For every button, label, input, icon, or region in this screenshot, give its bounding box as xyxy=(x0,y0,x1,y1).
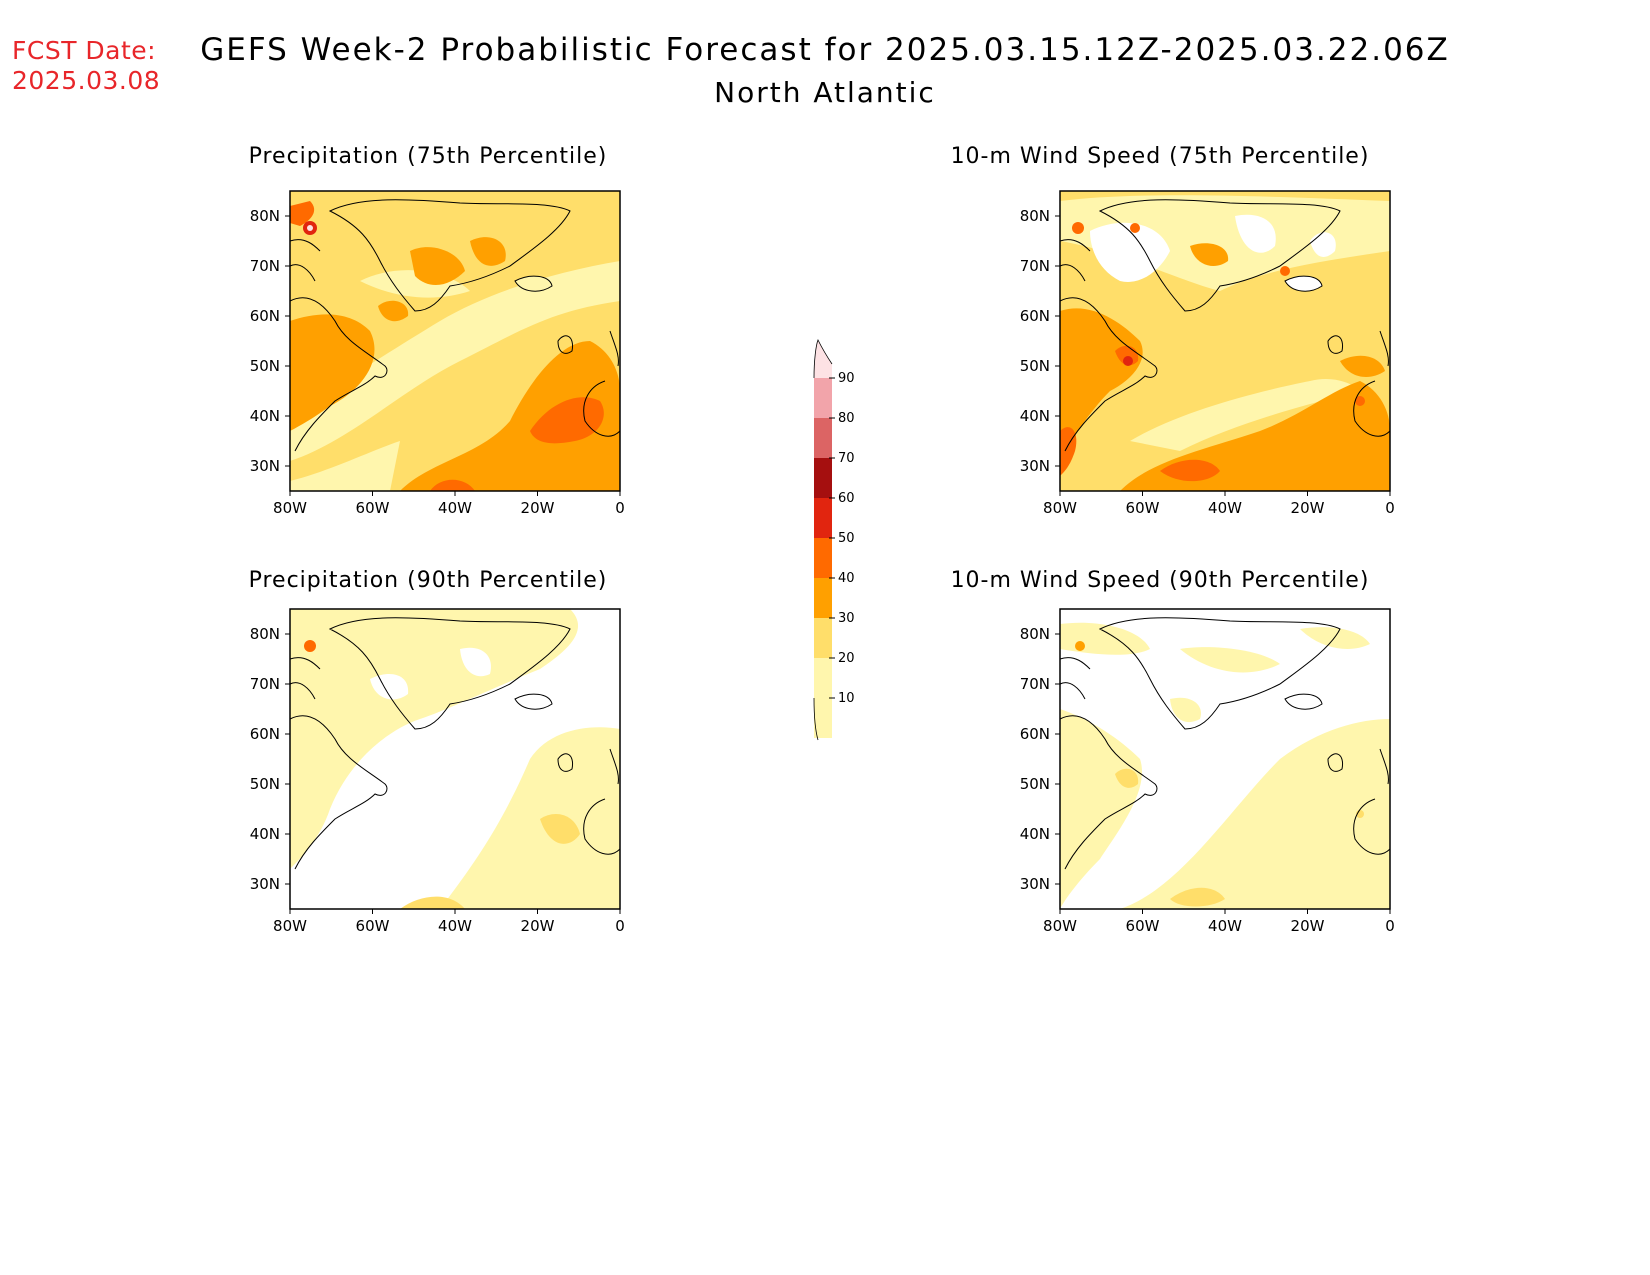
lon-tick-label: 80W xyxy=(1043,499,1077,517)
colorbar-label: 30 xyxy=(838,611,855,626)
lon-tick-label: 40W xyxy=(438,499,472,517)
map-wind75 xyxy=(1059,190,1391,492)
lon-tick-label: 20W xyxy=(1291,499,1325,517)
panel-title-wind75: 10-m Wind Speed (75th Percentile) xyxy=(950,144,1370,169)
map-precip90 xyxy=(289,608,621,910)
lat-tick-label: 40N xyxy=(1020,825,1050,843)
colorbar-segment xyxy=(814,378,832,418)
colorbar-top-cap xyxy=(813,339,833,379)
colorbar-label: 10 xyxy=(838,691,855,706)
forecast-date-label: FCST Date: xyxy=(12,36,157,65)
page-subtitle: North Atlantic xyxy=(714,76,936,109)
forecast-date-block: FCST Date: 2025.03.08 xyxy=(12,36,160,96)
lon-tick-label: 20W xyxy=(1291,917,1325,935)
colorbar-label: 60 xyxy=(838,491,855,506)
lon-tick-label: 0 xyxy=(1385,917,1395,935)
colorbar-label: 40 xyxy=(838,571,855,586)
lat-tick-label: 70N xyxy=(1020,675,1050,693)
colorbar-label: 90 xyxy=(838,371,855,386)
lat-tick-label: 50N xyxy=(250,357,280,375)
lat-tick-label: 60N xyxy=(250,307,280,325)
lat-tick-label: 30N xyxy=(1020,875,1050,893)
lon-tick-label: 0 xyxy=(1385,499,1395,517)
lon-tick-label: 80W xyxy=(1043,917,1077,935)
colorbar-label: 20 xyxy=(838,651,855,666)
colorbar-segment xyxy=(814,618,832,658)
lat-tick-label: 60N xyxy=(1020,725,1050,743)
colorbar-label: 50 xyxy=(838,531,855,546)
lon-tick-label: 0 xyxy=(615,917,625,935)
colorbar-label: 80 xyxy=(838,411,855,426)
lat-tick-label: 60N xyxy=(1020,307,1050,325)
lat-tick-label: 70N xyxy=(250,675,280,693)
lat-tick-label: 40N xyxy=(1020,407,1050,425)
map-wind90 xyxy=(1059,608,1391,910)
colorbar-bottom-cap xyxy=(813,697,819,741)
lon-tick-label: 20W xyxy=(521,917,555,935)
lon-tick-label: 80W xyxy=(273,499,307,517)
lat-tick-label: 40N xyxy=(250,407,280,425)
lat-tick-label: 50N xyxy=(1020,357,1050,375)
forecast-date-value: 2025.03.08 xyxy=(12,66,161,95)
colorbar-label: 70 xyxy=(838,451,855,466)
lon-tick-label: 0 xyxy=(615,499,625,517)
lat-tick-label: 80N xyxy=(1020,207,1050,225)
lon-tick-label: 60W xyxy=(1126,917,1160,935)
colorbar: 90 80 70 60 50 40 30 20 10 xyxy=(813,339,855,741)
page-title: GEFS Week-2 Probabilistic Forecast for 2… xyxy=(200,32,1450,68)
lon-tick-label: 80W xyxy=(273,917,307,935)
lat-tick-label: 50N xyxy=(250,775,280,793)
lat-tick-label: 80N xyxy=(250,625,280,643)
lon-tick-label: 60W xyxy=(356,917,390,935)
colorbar-segment xyxy=(814,418,832,458)
lat-tick-label: 80N xyxy=(250,207,280,225)
colorbar-segment xyxy=(814,498,832,538)
panel-title-precip90: Precipitation (90th Percentile) xyxy=(248,568,608,593)
lon-tick-label: 40W xyxy=(1208,917,1242,935)
lon-tick-label: 40W xyxy=(438,917,472,935)
colorbar-segment xyxy=(814,698,832,738)
lat-tick-label: 30N xyxy=(250,457,280,475)
lon-tick-label: 60W xyxy=(1126,499,1160,517)
lon-tick-label: 40W xyxy=(1208,499,1242,517)
panel-title-precip75: Precipitation (75th Percentile) xyxy=(248,144,608,169)
lon-tick-label: 20W xyxy=(521,499,555,517)
colorbar-segment xyxy=(814,538,832,578)
lat-tick-label: 70N xyxy=(250,257,280,275)
lon-tick-label: 60W xyxy=(356,499,390,517)
panel-title-wind90: 10-m Wind Speed (90th Percentile) xyxy=(950,568,1370,593)
lat-tick-label: 70N xyxy=(1020,257,1050,275)
colorbar-segment xyxy=(814,658,832,698)
colorbar-segment xyxy=(814,458,832,498)
lat-tick-label: 30N xyxy=(1020,457,1050,475)
lat-tick-label: 60N xyxy=(250,725,280,743)
lat-tick-label: 50N xyxy=(1020,775,1050,793)
map-precip75 xyxy=(289,190,621,492)
lat-tick-label: 80N xyxy=(1020,625,1050,643)
lat-tick-label: 40N xyxy=(250,825,280,843)
colorbar-segment xyxy=(814,578,832,618)
lat-tick-label: 30N xyxy=(250,875,280,893)
